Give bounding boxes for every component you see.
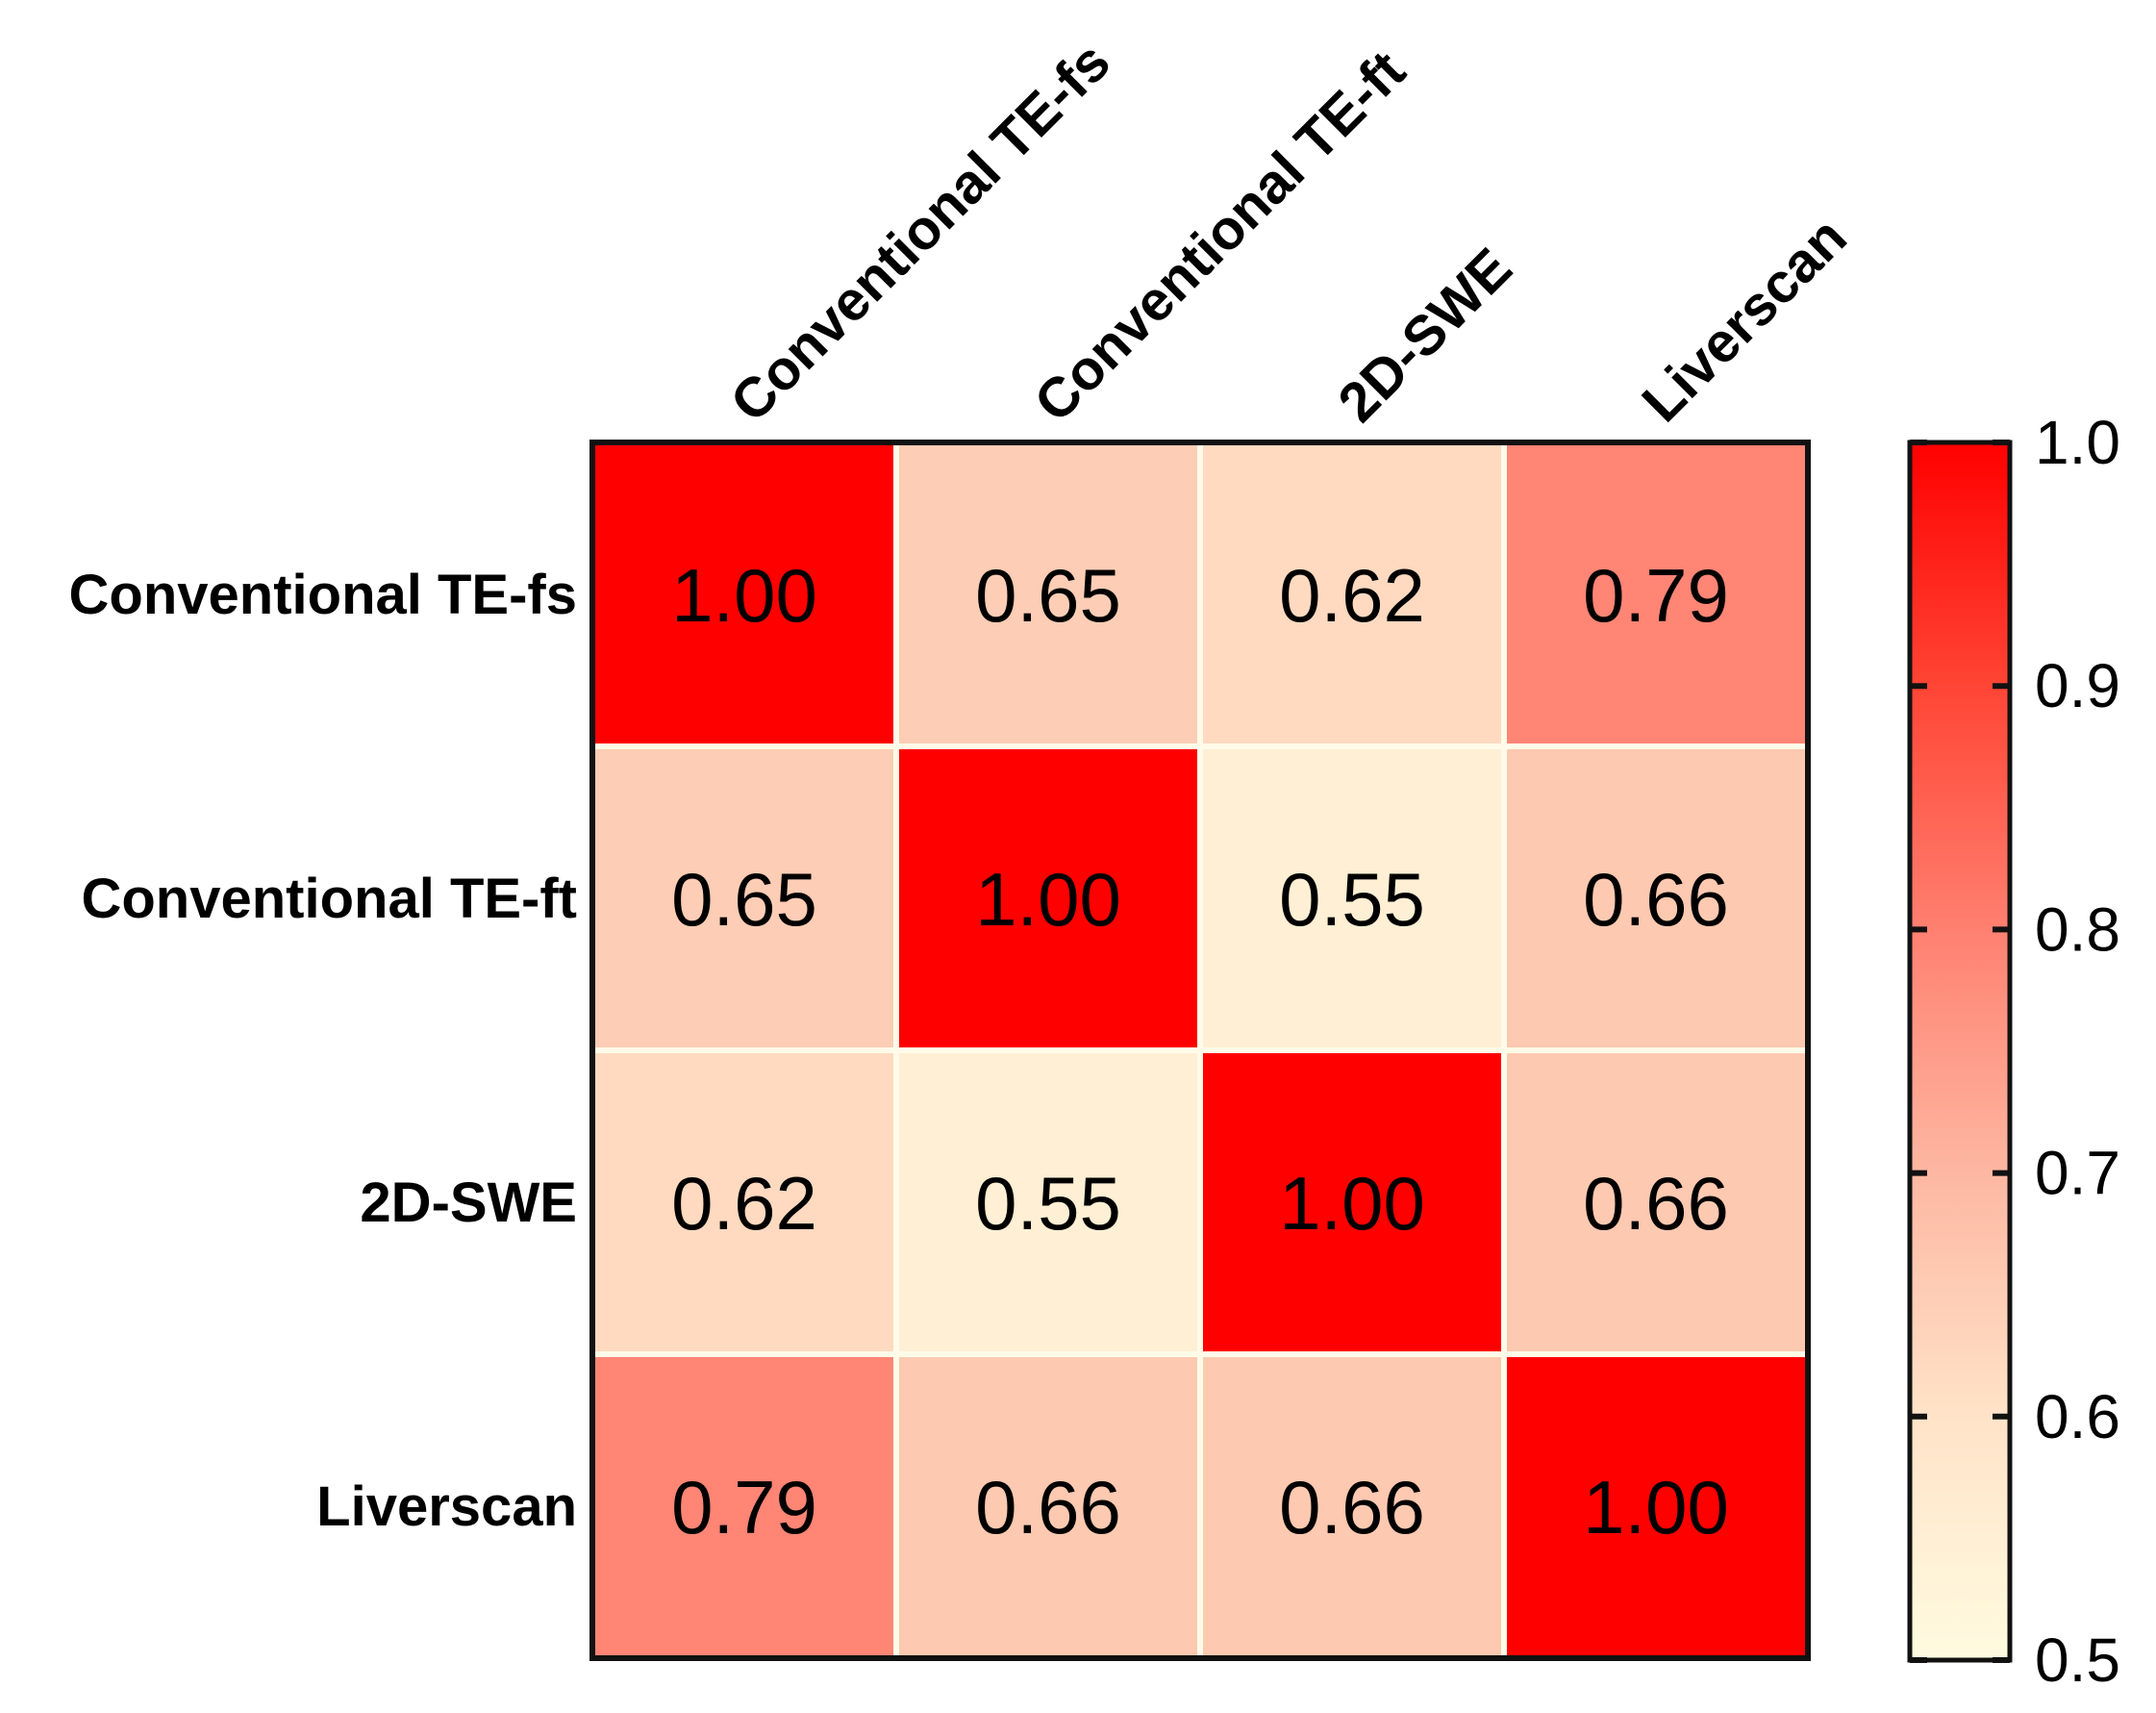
heatmap-cell bbox=[1203, 749, 1501, 1047]
cell-value-label: 0.66 bbox=[1583, 857, 1729, 942]
heatmap-cell bbox=[1507, 749, 1805, 1047]
cell-value-label: 1.00 bbox=[671, 553, 817, 638]
colorbar-gradient bbox=[1907, 440, 2013, 1663]
cell-value-label: 0.65 bbox=[975, 553, 1121, 638]
cell-value-label: 0.55 bbox=[1279, 857, 1425, 942]
heatmap-cell bbox=[595, 749, 893, 1047]
heatmap-cell bbox=[1203, 1357, 1501, 1655]
cell-value-label: 0.65 bbox=[671, 857, 817, 942]
colorbar: 0.5 0.6 0.7 0.8 0.9 1.0 bbox=[1907, 408, 2120, 1695]
cell-value-label: 0.62 bbox=[671, 1161, 817, 1246]
row-label: Liverscan bbox=[316, 1475, 577, 1538]
cell-value-label: 1.00 bbox=[1279, 1161, 1425, 1246]
cell-value-label: 0.66 bbox=[1279, 1465, 1425, 1549]
heatmap-cell bbox=[1203, 445, 1501, 743]
heatmap-cell bbox=[1507, 445, 1805, 743]
cell-value-label: 1.00 bbox=[975, 857, 1121, 942]
column-label: Liverscan bbox=[1630, 206, 1858, 434]
column-label: 2D-SWE bbox=[1326, 237, 1523, 434]
heatmap-cell bbox=[595, 445, 893, 743]
heatmap-cell bbox=[1203, 1053, 1501, 1351]
cell-value-label: 0.62 bbox=[1279, 553, 1425, 638]
heatmap-frame bbox=[589, 440, 1811, 1661]
row-labels: Conventional TE-fs Conventional TE-ft 2D-S… bbox=[69, 564, 577, 1538]
cell-value-label: 1.00 bbox=[1583, 1465, 1729, 1549]
heatmap-cell bbox=[595, 1357, 893, 1655]
cell-value-label: 0.55 bbox=[975, 1161, 1121, 1246]
cell-value-label: 0.79 bbox=[671, 1465, 817, 1549]
heatmap-cell bbox=[1507, 1357, 1805, 1655]
cell-value-label: 0.66 bbox=[1583, 1161, 1729, 1246]
heatmap-cells: 1.00 0.65 0.62 0.79 0.65 1.00 0.55 0.66 0.62 0.55… bbox=[592, 442, 1808, 1658]
row-label: Conventional TE-fs bbox=[69, 564, 577, 626]
row-label: 2D-SWE bbox=[360, 1171, 577, 1234]
row-label: Conventional TE-ft bbox=[81, 868, 577, 930]
colorbar-tick-label: 1.0 bbox=[2035, 408, 2120, 477]
heatmap-cell bbox=[899, 1053, 1197, 1351]
colorbar-tick-label: 0.9 bbox=[2035, 651, 2120, 720]
cell-value-label: 0.66 bbox=[975, 1465, 1121, 1549]
cell-value-label: 0.79 bbox=[1583, 553, 1729, 638]
colorbar-tick-label: 0.5 bbox=[2035, 1625, 2120, 1695]
colorbar-tick-label: 0.6 bbox=[2035, 1382, 2120, 1451]
heatmap-cell bbox=[595, 1053, 893, 1351]
heatmap-cell bbox=[899, 445, 1197, 743]
colorbar-tick-label: 0.7 bbox=[2035, 1139, 2120, 1208]
heatmap-cell bbox=[1507, 1053, 1805, 1351]
colorbar-ticks: 0.5 0.6 0.7 0.8 0.9 1.0 bbox=[1910, 408, 2120, 1695]
colorbar-tick-label: 0.8 bbox=[2035, 894, 2120, 964]
heatmap-cell bbox=[899, 1357, 1197, 1655]
heatmap-cell bbox=[899, 749, 1197, 1047]
